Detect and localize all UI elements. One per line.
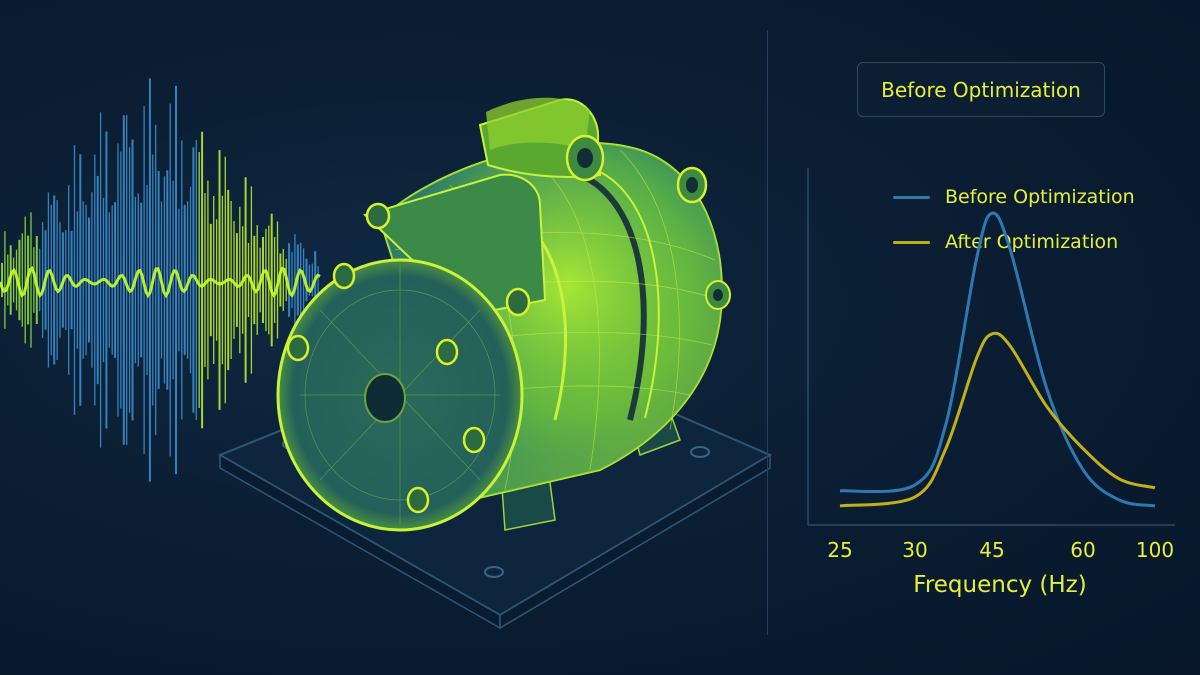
page-title: Before Optimization (881, 77, 1081, 102)
legend-item-before: Before Optimization (893, 186, 1135, 208)
vibration-waveform-icon (0, 78, 321, 482)
x-tick-label: 100 (1135, 538, 1175, 562)
legend-label-before: Before Optimization (945, 186, 1135, 208)
legend-swatch-before (893, 195, 930, 199)
x-tick-label: 25 (827, 538, 853, 562)
legend-label-after: After Optimization (945, 231, 1119, 253)
title-box: Before Optimization (857, 62, 1105, 117)
x-tick-label: 45 (979, 538, 1005, 562)
waveform-core-line (0, 265, 321, 299)
x-tick-label: 60 (1070, 538, 1096, 562)
legend-swatch-after (893, 240, 930, 244)
legend-item-after: After Optimization (893, 231, 1118, 253)
x-tick-label: 30 (902, 538, 928, 562)
panel-divider (767, 30, 768, 635)
compressor-wireframe-icon (276, 97, 731, 532)
x-axis-label: Frequency (Hz) (913, 572, 1087, 598)
